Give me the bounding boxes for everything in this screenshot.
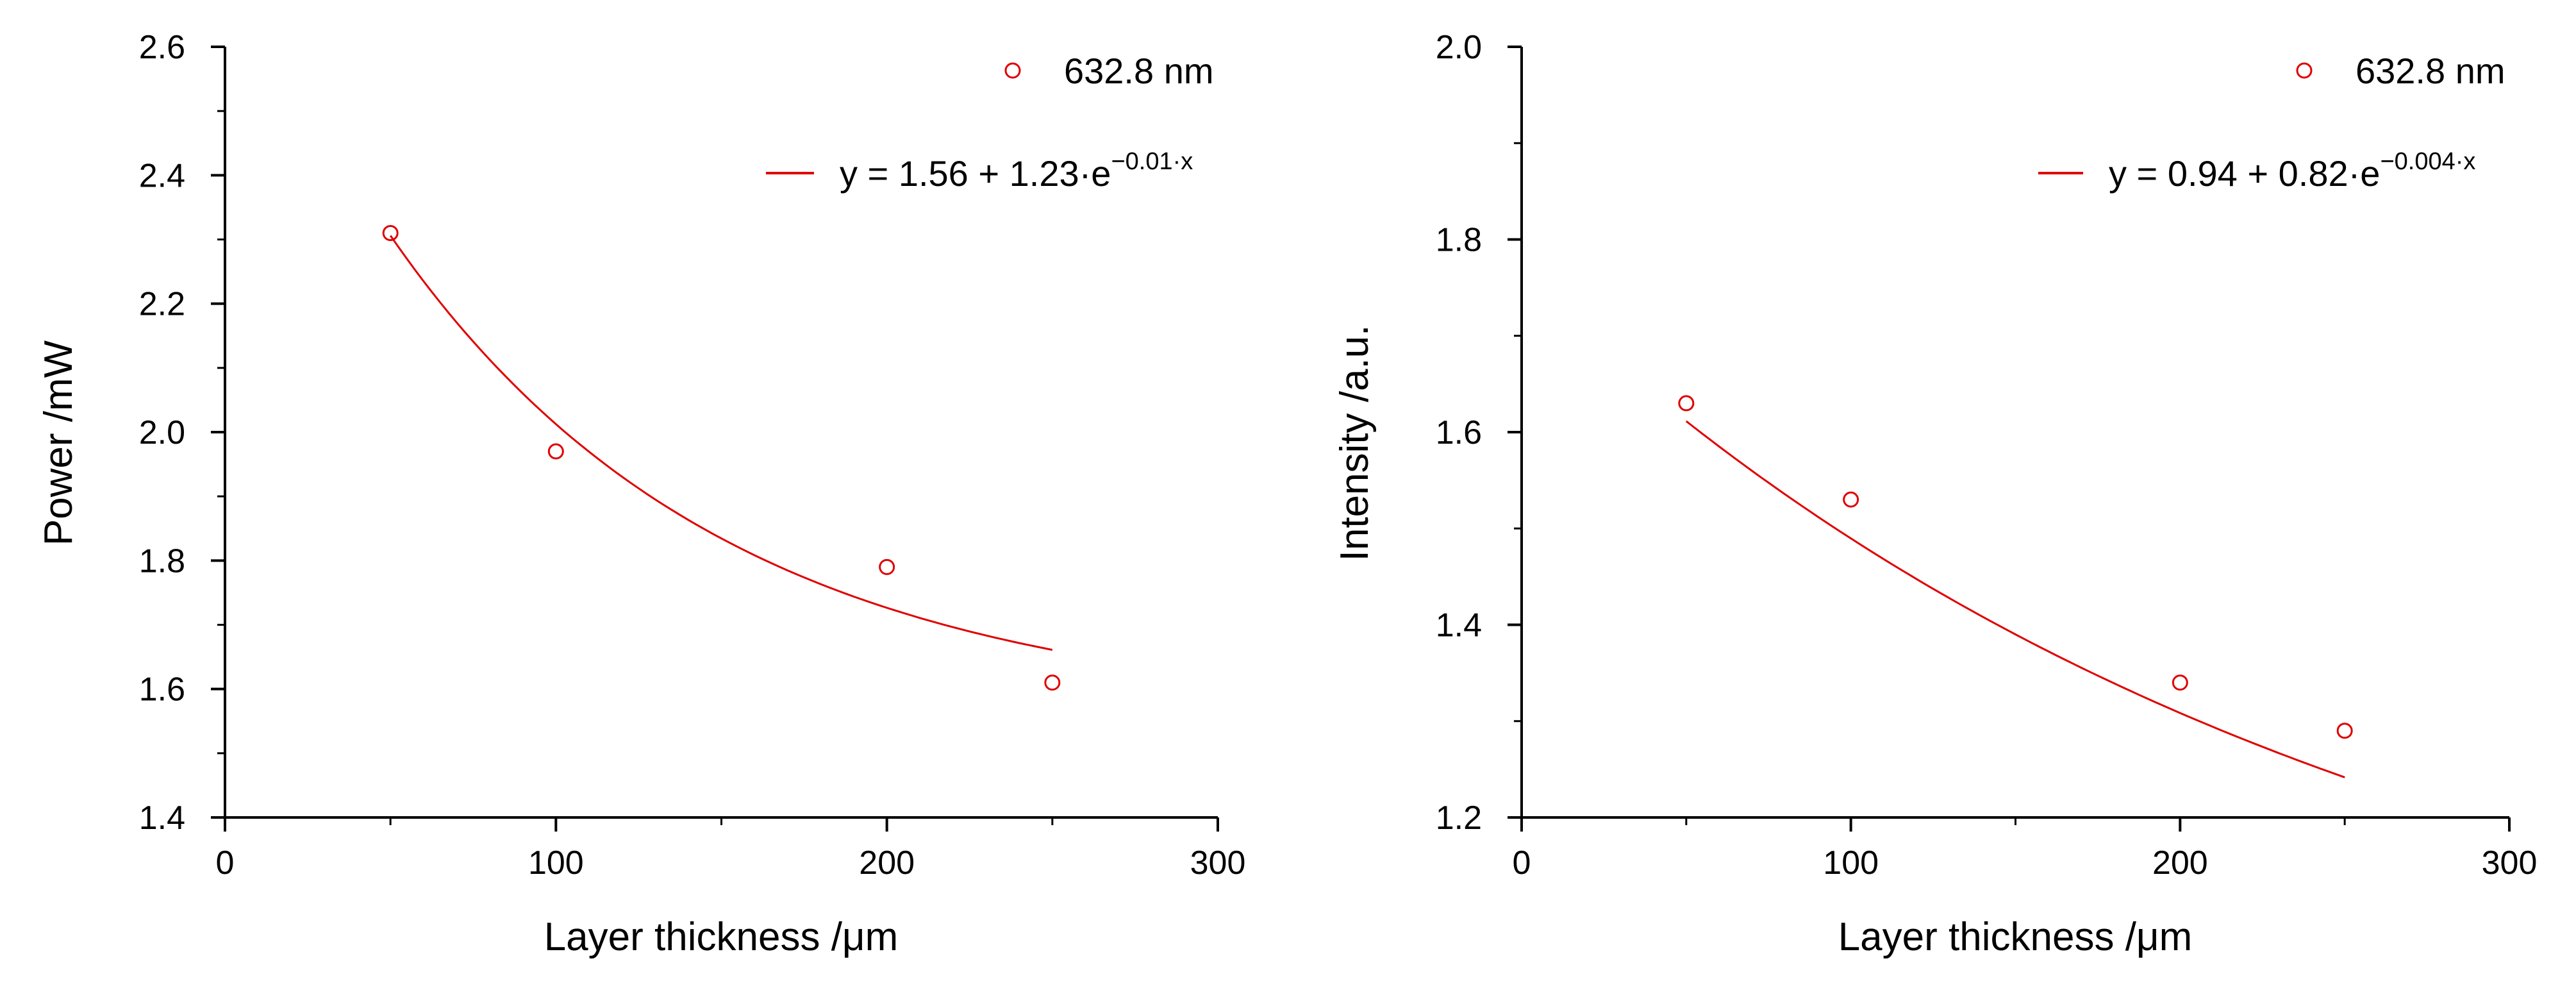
intensity-data-point: [2172, 674, 2188, 691]
intensity-y-tick-label: 1.2: [1436, 800, 1482, 837]
power-legend: 632.8 nm y = 1.56 + 1.23·e−0.01·x: [766, 51, 1214, 194]
power-data-point: [879, 558, 895, 575]
power-y-axis-title: Power /mW: [37, 340, 81, 546]
power-x-tick-label: 0: [216, 844, 235, 882]
intensity-legend-point-marker: [2296, 62, 2313, 79]
intensity-x-tick-label: 300: [2482, 844, 2538, 882]
power-y-tick-label: 1.4: [139, 800, 185, 837]
intensity-axes: 0 100 200 300 1.2 1.4 1.6 1.8 2.0: [1436, 29, 2538, 882]
intensity-x-tick-label: 100: [1823, 844, 1879, 882]
power-y-tick-label: 1.8: [139, 542, 185, 580]
power-x-tick-label: 200: [859, 844, 915, 882]
power-data-point: [1044, 674, 1061, 691]
intensity-x-axis-title: Layer thickness /μm: [1838, 915, 2193, 959]
power-axes: 0 100 200 300 1.4 1.6 1.8 2.0 2.2 2.4 2.6: [139, 29, 1246, 882]
intensity-data-point: [1843, 491, 1859, 508]
power-y-tick-label: 2.4: [139, 157, 185, 194]
power-data-point: [547, 443, 564, 460]
power-y-tick-label: 2.2: [139, 286, 185, 323]
chart-power: 0 100 200 300 1.4 1.6 1.8 2.0 2.2 2.4 2.6 Layer th…: [37, 29, 1245, 959]
power-data-point: [382, 224, 399, 241]
power-y-tick-label: 1.6: [139, 671, 185, 708]
intensity-data-point: [1678, 395, 1695, 412]
power-legend-fit-equation: y = 1.56 + 1.23·e−0.01·x: [840, 148, 1193, 194]
power-x-tick-label: 300: [1190, 844, 1246, 882]
power-legend-point-marker: [1004, 62, 1021, 79]
power-points-layer: [382, 224, 1061, 691]
intensity-legend-fit-equation: y = 0.94 + 0.82·e−0.004·x: [2109, 148, 2475, 194]
intensity-points-layer: [1678, 395, 2353, 739]
intensity-legend: 632.8 nm y = 0.94 + 0.82·e−0.004·x: [2038, 51, 2505, 194]
intensity-fit-curve: [1685, 420, 2345, 778]
intensity-y-tick-label: 1.4: [1436, 607, 1482, 644]
power-y-tick-label: 2.0: [139, 414, 185, 451]
power-x-tick-label: 100: [528, 844, 584, 882]
power-fit-layer: [389, 235, 1053, 651]
intensity-data-point: [2336, 723, 2353, 739]
intensity-x-tick-label: 0: [1513, 844, 1531, 882]
intensity-fit-layer: [1685, 420, 2345, 778]
intensity-legend-series-label: 632.8 nm: [2356, 51, 2505, 91]
power-y-tick-label: 2.6: [139, 29, 185, 66]
chart-intensity: 0 100 200 300 1.2 1.4 1.6 1.8 2.0 Layer thicknes…: [1333, 29, 2537, 959]
intensity-y-tick-label: 1.8: [1436, 222, 1482, 259]
intensity-x-tick-label: 200: [2152, 844, 2208, 882]
power-x-axis-title: Layer thickness /μm: [544, 915, 899, 959]
intensity-y-tick-label: 1.6: [1436, 414, 1482, 451]
power-legend-series-label: 632.8 nm: [1064, 51, 1214, 91]
power-fit-curve: [389, 235, 1053, 651]
intensity-y-tick-label: 2.0: [1436, 29, 1482, 66]
intensity-y-axis-title: Intensity /a.u.: [1333, 325, 1377, 562]
